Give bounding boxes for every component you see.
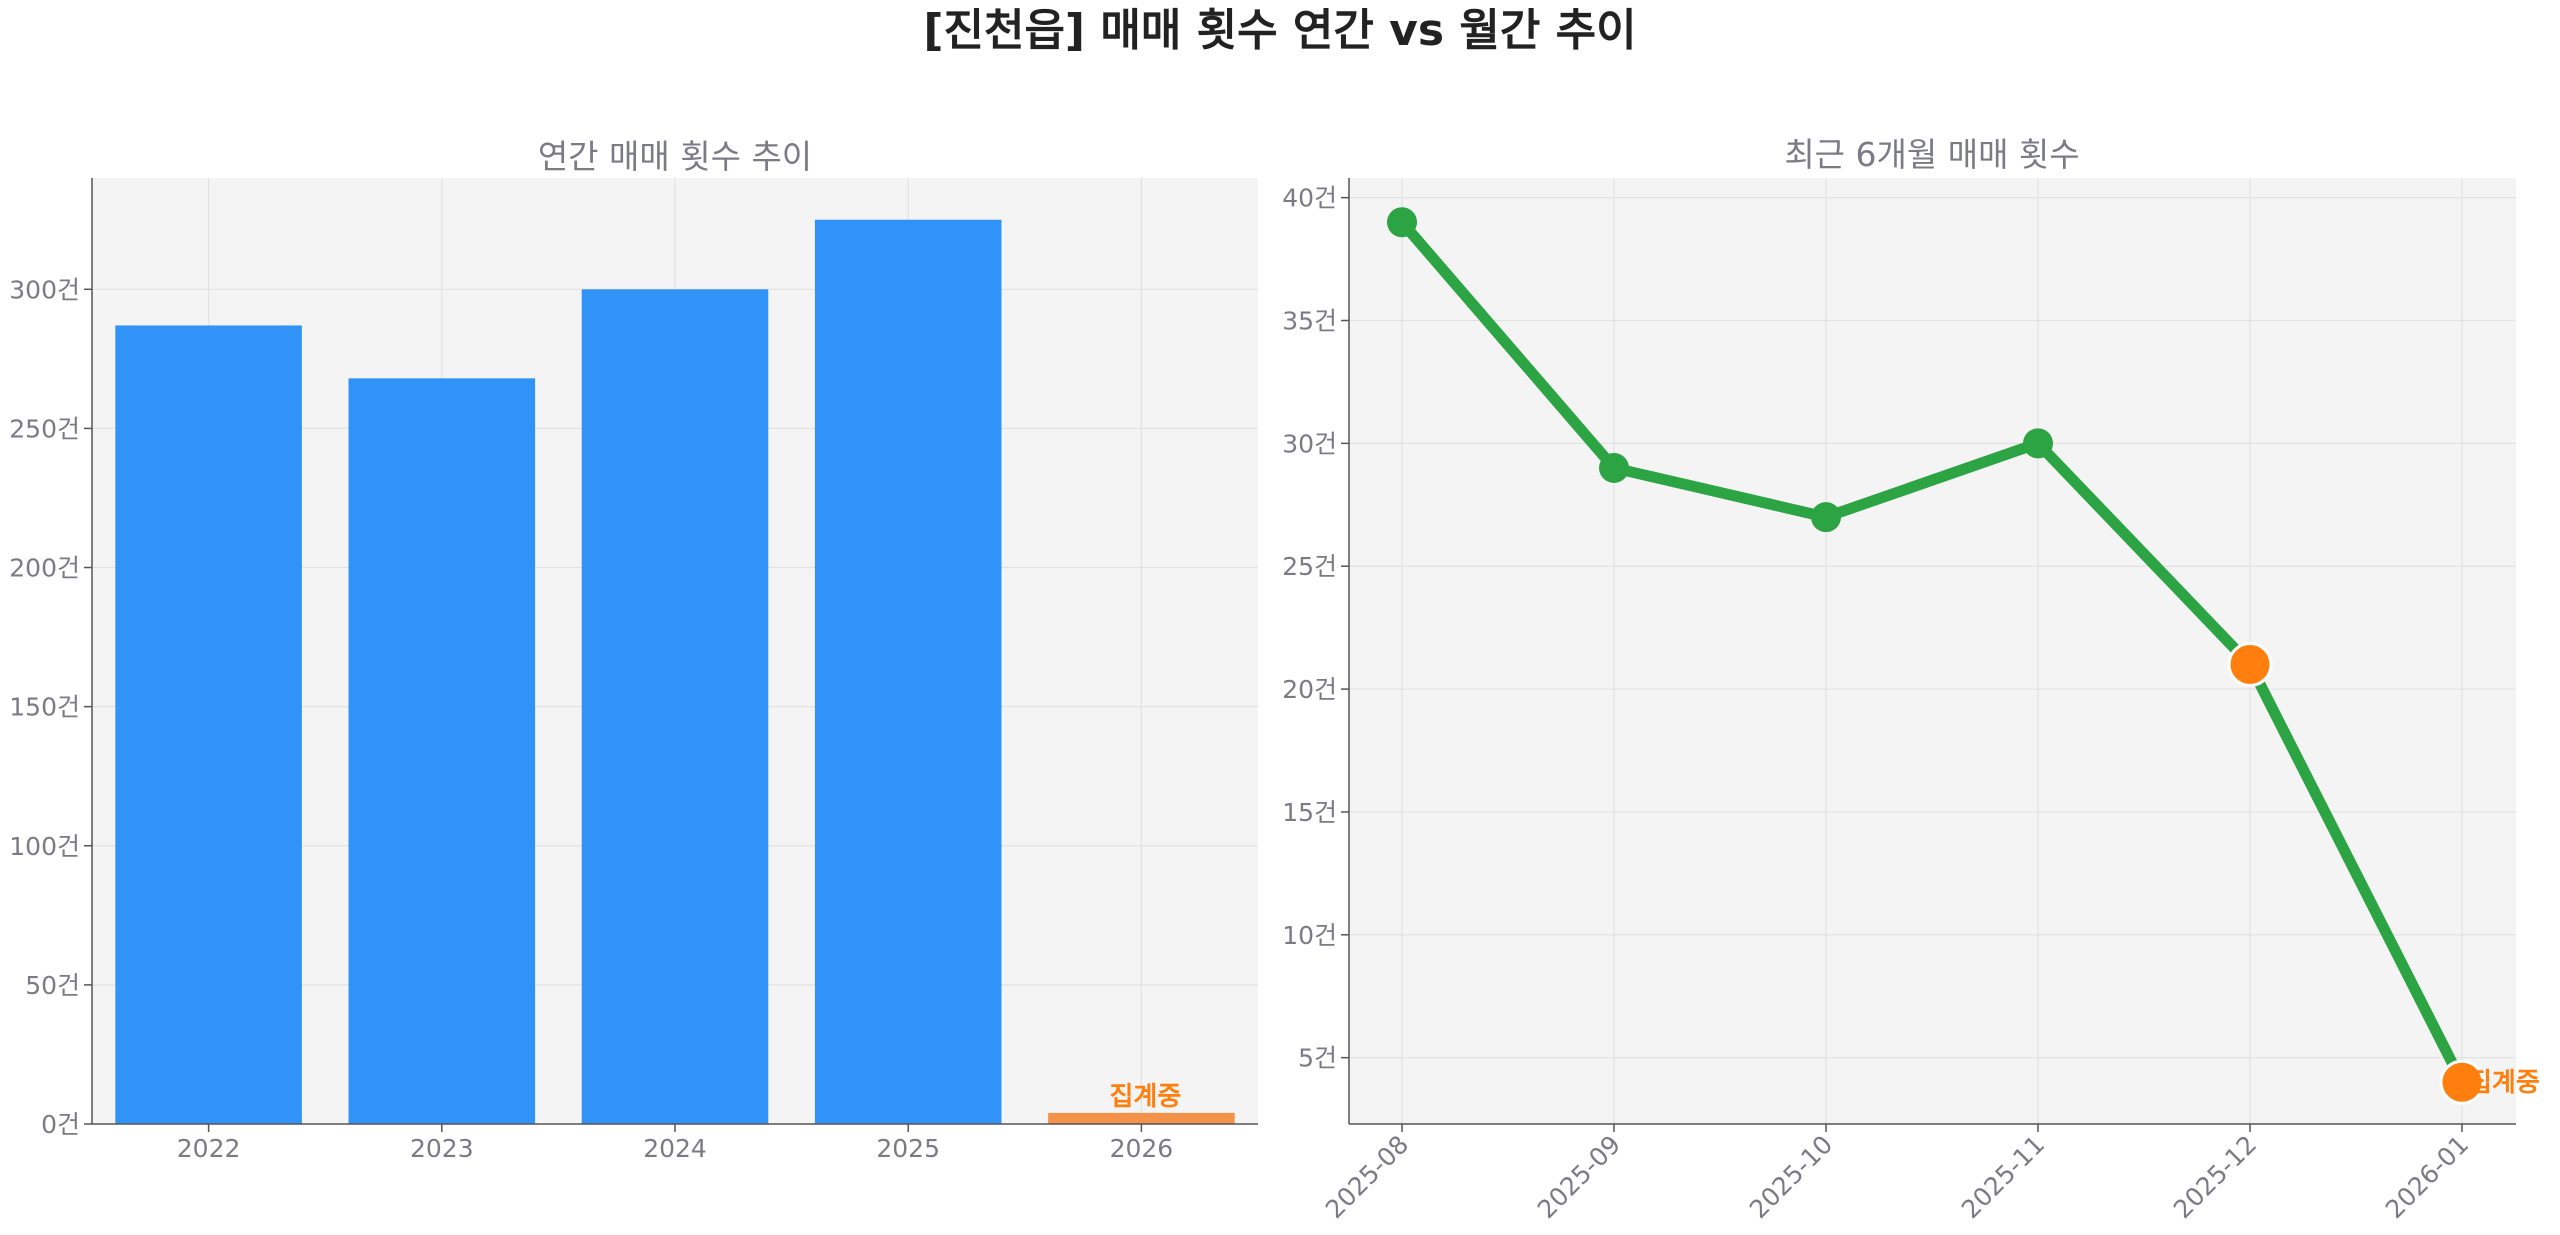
bar-x-tick-label: 2022 bbox=[177, 1134, 241, 1163]
bar-x-tick-label: 2026 bbox=[1110, 1134, 1174, 1163]
line-x-tick-label: 2026-01 bbox=[2380, 1130, 2474, 1224]
line-y-tick-label: 5건 bbox=[1298, 1044, 1337, 1073]
bar-2025 bbox=[814, 219, 1002, 1124]
bar-x-tick-label: 2023 bbox=[410, 1134, 474, 1163]
line-y-tick-label: 25건 bbox=[1282, 552, 1337, 581]
bar-chart-title: 연간 매매 횟수 추이 bbox=[538, 137, 812, 176]
line-x-tick-label: 2025-11 bbox=[1956, 1130, 2050, 1224]
line-y-tick-label: 35건 bbox=[1282, 307, 1337, 336]
line-y-tick-label: 20건 bbox=[1282, 675, 1337, 704]
line-y-tick-label: 10건 bbox=[1282, 921, 1337, 950]
line-point-2025-12 bbox=[2227, 642, 2273, 688]
line-annotation: 집계중 bbox=[2468, 1068, 2540, 1098]
bar-x-tick-label: 2025 bbox=[876, 1134, 940, 1163]
line-x-tick-label: 2025-12 bbox=[2168, 1130, 2262, 1224]
bar-annotation: 집계중 bbox=[1110, 1082, 1182, 1112]
line-plot-area bbox=[1349, 178, 2516, 1124]
bar-y-tick-label: 0건 bbox=[41, 1110, 80, 1139]
bar-y-tick-label: 250건 bbox=[9, 414, 80, 443]
bar-y-tick-label: 200건 bbox=[9, 554, 80, 583]
page-title: [진천읍] 매매 횟수 연간 vs 월간 추이 bbox=[923, 5, 1637, 56]
line-chart-title: 최근 6개월 매매 횟수 bbox=[1784, 135, 2079, 174]
line-y-tick-label: 30건 bbox=[1282, 429, 1337, 458]
line-y-tick-label: 15건 bbox=[1282, 798, 1337, 827]
line-point-2025-10 bbox=[1811, 502, 1841, 533]
series-line bbox=[1396, 216, 2468, 1088]
bar-y-tick-label: 300건 bbox=[9, 275, 80, 304]
bar-2022 bbox=[115, 325, 302, 1124]
bar-2026 bbox=[1048, 1112, 1235, 1124]
line-point-2025-08 bbox=[1387, 207, 1417, 238]
bar-chart-panel: 집계중 0건 50건 100건 150건 200건 250건 300건 2022 2023 202… bbox=[9, 137, 1258, 1163]
line-y-tick-label: 40건 bbox=[1282, 184, 1337, 213]
bar-y-tick-label: 50건 bbox=[25, 971, 80, 1000]
line-point-2026-01 bbox=[2439, 1059, 2485, 1105]
line-x-tick-label: 2025-08 bbox=[1320, 1130, 1414, 1224]
line-point-2025-11 bbox=[2023, 428, 2053, 459]
bar-x-tick-label: 2024 bbox=[643, 1134, 707, 1163]
bar-2023 bbox=[348, 378, 536, 1124]
bar-y-tick-label: 100건 bbox=[9, 832, 80, 861]
line-point-2025-09 bbox=[1599, 452, 1629, 483]
bar-y-tick-label: 150건 bbox=[9, 693, 80, 722]
line-chart-panel: 집계중 2025-08 2025-09 2025-10 2025-11 2025-12 2… bbox=[1282, 135, 2540, 1224]
bar-2024 bbox=[581, 289, 769, 1124]
line-x-tick-label: 2025-10 bbox=[1744, 1130, 1838, 1224]
line-x-tick-label: 2025-09 bbox=[1532, 1130, 1626, 1224]
